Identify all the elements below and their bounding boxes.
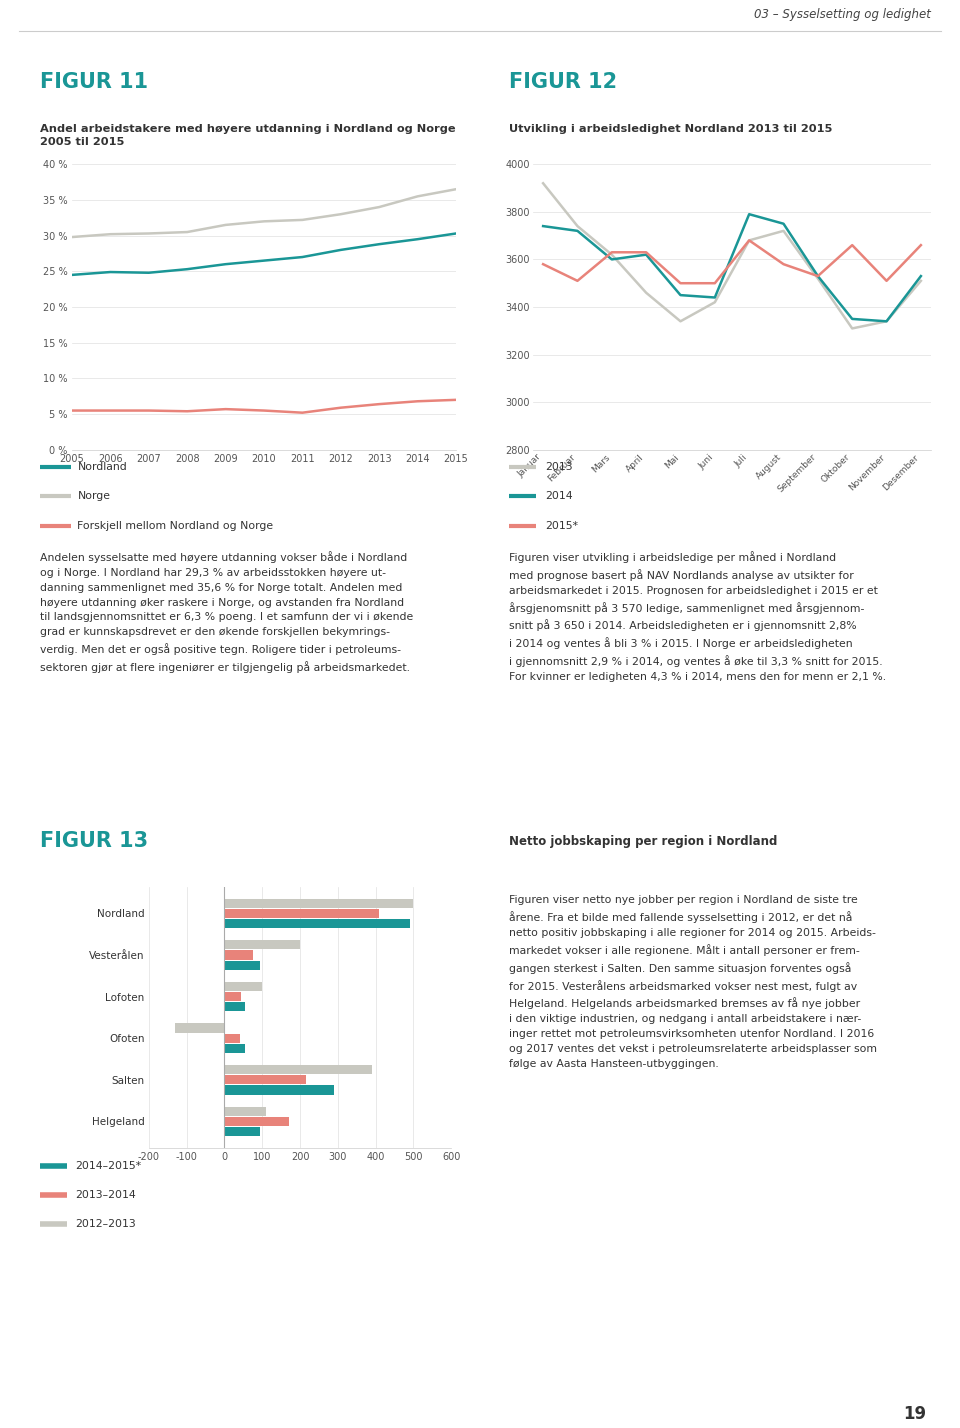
Text: 2013–2014: 2013–2014 bbox=[76, 1190, 136, 1200]
Bar bbox=[225, 908, 379, 918]
Bar bbox=[225, 992, 241, 1001]
Bar bbox=[225, 1034, 240, 1042]
Bar bbox=[225, 1075, 305, 1084]
Bar bbox=[225, 920, 410, 928]
Bar bbox=[225, 961, 260, 970]
Text: Utvikling i arbeidsledighet Nordland 2013 til 2015: Utvikling i arbeidsledighet Nordland 201… bbox=[509, 124, 832, 134]
Bar bbox=[225, 1127, 260, 1137]
Text: 2014: 2014 bbox=[544, 491, 572, 501]
Bar bbox=[225, 940, 300, 950]
Text: Forskjell mellom Nordland og Norge: Forskjell mellom Nordland og Norge bbox=[78, 521, 274, 531]
Text: 19: 19 bbox=[903, 1405, 926, 1422]
Text: Figuren viser utvikling i arbeidsledige per måned i Nordland
med prognose basert: Figuren viser utvikling i arbeidsledige … bbox=[509, 551, 886, 683]
Bar bbox=[176, 1024, 225, 1032]
Text: Andel arbeidstakere med høyere utdanning i Nordland og Norge
2005 til 2015: Andel arbeidstakere med høyere utdanning… bbox=[40, 124, 456, 147]
Text: Andelen sysselsatte med høyere utdanning vokser både i Nordland
og i Norge. I No: Andelen sysselsatte med høyere utdanning… bbox=[40, 551, 414, 673]
Bar bbox=[225, 1107, 266, 1115]
Text: Norge: Norge bbox=[78, 491, 110, 501]
Text: Nordland: Nordland bbox=[78, 461, 128, 471]
Text: FIGUR 11: FIGUR 11 bbox=[40, 71, 149, 91]
Text: FIGUR 12: FIGUR 12 bbox=[509, 71, 617, 91]
Text: Netto jobbskaping per region i Nordland: Netto jobbskaping per region i Nordland bbox=[509, 835, 778, 848]
Text: 2012–2013: 2012–2013 bbox=[76, 1220, 136, 1230]
Bar bbox=[225, 1085, 334, 1095]
Bar bbox=[225, 1044, 245, 1052]
Bar bbox=[225, 1065, 372, 1074]
Text: 2015*: 2015* bbox=[544, 521, 578, 531]
Bar bbox=[225, 1002, 245, 1011]
Bar bbox=[225, 982, 262, 991]
Text: 2013: 2013 bbox=[544, 461, 572, 471]
Text: FIGUR 13: FIGUR 13 bbox=[40, 831, 149, 851]
Text: Figuren viser netto nye jobber per region i Nordland de siste tre
årene. Fra et : Figuren viser netto nye jobber per regio… bbox=[509, 895, 876, 1068]
Bar bbox=[225, 951, 252, 960]
Bar bbox=[225, 898, 414, 908]
Bar bbox=[225, 1117, 289, 1127]
Text: 03 – Sysselsetting og ledighet: 03 – Sysselsetting og ledighet bbox=[755, 9, 931, 21]
Text: 2014–2015*: 2014–2015* bbox=[76, 1161, 141, 1171]
